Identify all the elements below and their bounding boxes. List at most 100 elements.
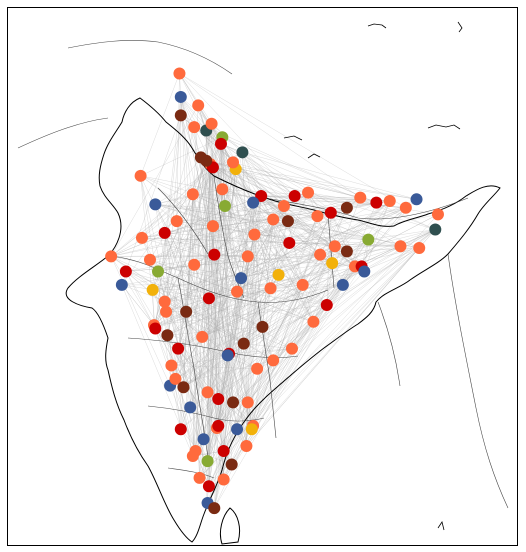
connection-line bbox=[180, 266, 356, 430]
connection-line bbox=[208, 291, 238, 487]
connection-line bbox=[185, 167, 214, 312]
connection-line bbox=[164, 232, 335, 247]
connection-line bbox=[152, 127, 195, 290]
connection-line bbox=[155, 204, 318, 217]
city-node bbox=[165, 359, 178, 372]
connection-line bbox=[202, 247, 420, 338]
connection-line bbox=[155, 207, 406, 329]
connection-line bbox=[207, 450, 224, 504]
connection-line bbox=[155, 115, 182, 329]
connection-line bbox=[278, 192, 309, 275]
connection-line bbox=[155, 204, 401, 247]
city-node bbox=[272, 268, 285, 281]
connection-line bbox=[180, 115, 356, 267]
connection-line bbox=[152, 264, 195, 291]
connection-line bbox=[140, 175, 156, 329]
connection-line bbox=[330, 212, 356, 267]
connection-line bbox=[236, 291, 274, 361]
city-node bbox=[188, 121, 201, 134]
connection-line bbox=[278, 246, 335, 276]
connection-line bbox=[165, 274, 279, 312]
connection-line bbox=[192, 242, 290, 457]
connection-line bbox=[218, 343, 244, 426]
connection-line bbox=[342, 202, 377, 285]
connection-line bbox=[169, 326, 263, 386]
connection-line bbox=[121, 254, 321, 286]
city-node bbox=[205, 117, 218, 130]
connection-line bbox=[165, 311, 244, 344]
connection-line bbox=[326, 247, 420, 306]
connection-line bbox=[200, 157, 271, 289]
connection-line bbox=[307, 192, 348, 252]
connection-line bbox=[164, 266, 362, 302]
city-node bbox=[410, 193, 423, 206]
city-node bbox=[202, 480, 215, 493]
connection-line bbox=[157, 214, 439, 272]
city-node bbox=[394, 240, 407, 253]
connection-line bbox=[223, 355, 228, 480]
connection-line bbox=[164, 301, 244, 344]
connection-line bbox=[212, 167, 303, 286]
connection-line bbox=[252, 202, 271, 289]
connection-line bbox=[179, 73, 361, 198]
city-node bbox=[245, 423, 258, 436]
connection-line bbox=[273, 229, 436, 361]
city-node bbox=[192, 99, 205, 112]
connection-line bbox=[232, 162, 361, 198]
city-node bbox=[358, 265, 371, 278]
connection-line bbox=[176, 221, 208, 504]
connection-line bbox=[216, 199, 417, 429]
connection-line bbox=[212, 226, 247, 447]
connection-line bbox=[211, 123, 318, 217]
state-border bbox=[147, 405, 265, 422]
connection-line bbox=[207, 164, 211, 462]
city-node bbox=[143, 253, 156, 266]
connection-line bbox=[164, 232, 191, 408]
connection-line bbox=[212, 167, 417, 200]
connection-line bbox=[141, 237, 234, 403]
connection-line bbox=[246, 229, 436, 447]
connection-line bbox=[210, 163, 335, 247]
connection-line bbox=[141, 163, 211, 239]
connection-line bbox=[140, 175, 333, 264]
connection-line bbox=[155, 204, 288, 222]
city-node bbox=[174, 109, 187, 122]
connection-line bbox=[140, 175, 248, 257]
connection-line bbox=[141, 237, 401, 247]
country-border bbox=[67, 40, 233, 75]
connection-line bbox=[125, 271, 314, 323]
connection-line bbox=[153, 325, 232, 465]
connection-line bbox=[346, 247, 420, 252]
connection-line bbox=[193, 264, 230, 354]
city-node bbox=[362, 233, 375, 246]
city-node bbox=[302, 186, 315, 199]
connection-line bbox=[180, 321, 314, 430]
connection-line bbox=[155, 328, 247, 447]
connection-line bbox=[206, 160, 279, 275]
connection-line bbox=[153, 246, 401, 326]
connection-line bbox=[208, 215, 318, 487]
connection-line bbox=[169, 385, 210, 487]
city-node bbox=[208, 502, 221, 515]
connection-line bbox=[110, 105, 199, 257]
connection-line bbox=[254, 234, 263, 327]
connection-line bbox=[216, 221, 289, 429]
connection-line bbox=[167, 164, 211, 336]
connection-line bbox=[111, 197, 361, 257]
connection-line bbox=[241, 229, 436, 279]
connection-line bbox=[214, 278, 242, 509]
connection-line bbox=[232, 247, 420, 403]
connection-line bbox=[211, 123, 263, 327]
connection-line bbox=[368, 229, 436, 240]
connection-line bbox=[272, 284, 303, 361]
country-border bbox=[265, 197, 469, 220]
connection-line bbox=[243, 304, 327, 344]
connection-line bbox=[235, 169, 244, 344]
city-node bbox=[218, 200, 231, 213]
connection-line bbox=[224, 205, 327, 306]
connection-line bbox=[183, 205, 285, 388]
connection-line bbox=[140, 136, 223, 177]
connection-line bbox=[214, 212, 331, 255]
connection-line bbox=[177, 164, 211, 349]
connection-line bbox=[218, 234, 255, 426]
